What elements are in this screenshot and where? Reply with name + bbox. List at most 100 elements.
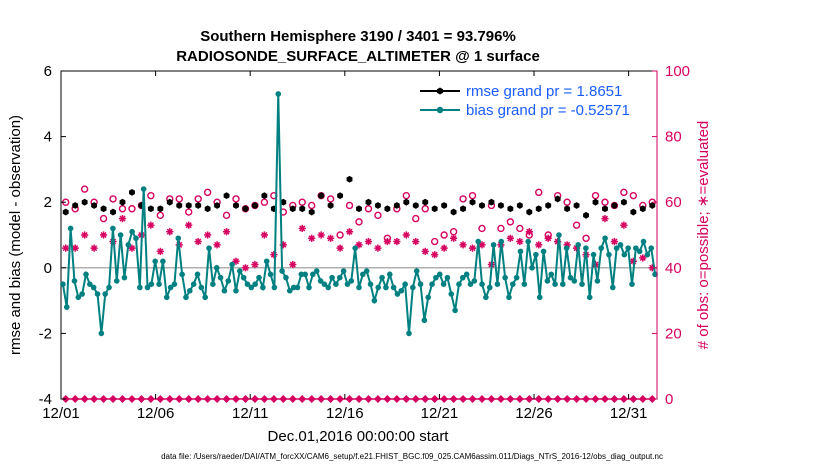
bias-point [171, 281, 178, 288]
asterisk-stroke [545, 235, 552, 242]
rmse-point [403, 198, 410, 206]
x-tick-label: 12/31 [610, 405, 648, 422]
obs-possible-marker [298, 198, 306, 206]
obs-possible-marker [185, 208, 193, 216]
bias-point [548, 271, 555, 278]
rmse-point [630, 208, 637, 216]
obs-evaluated-marker [270, 251, 278, 259]
rmse-point [450, 208, 457, 216]
obs-evaluated-marker [251, 260, 259, 269]
rmse-point [280, 198, 287, 206]
bias-point [152, 258, 159, 265]
bias-point [237, 268, 243, 274]
rmse-point [384, 205, 391, 213]
asterisk-stroke [242, 264, 249, 271]
bias-point [425, 294, 432, 301]
asterisk-stroke [384, 238, 391, 245]
asterisk-stroke [374, 245, 381, 252]
rmse-point [62, 208, 69, 216]
rmse-point [327, 202, 334, 209]
bias-point [290, 284, 297, 291]
obs-evaluated-marker [364, 237, 373, 246]
zero-count-marker [402, 395, 411, 403]
bias-point [563, 245, 570, 251]
bias-point [360, 271, 366, 278]
asterisk-stroke [166, 228, 173, 235]
rmse-point [649, 202, 656, 209]
obs-evaluated-marker [308, 234, 316, 242]
bias-point [609, 284, 616, 291]
rmse-point [100, 205, 107, 213]
bias-point [644, 251, 651, 258]
zero-count-marker [232, 395, 241, 403]
bias-point [256, 274, 262, 281]
asterisk-stroke [611, 238, 618, 245]
bias-point [467, 281, 474, 288]
bias-point [225, 278, 232, 284]
zero-count-marker [146, 395, 155, 403]
obs-evaluated-marker [639, 254, 647, 262]
x-tick-label: 12/06 [137, 405, 175, 422]
bias-point [148, 281, 155, 288]
bias-point [348, 278, 355, 284]
obs-evaluated-marker [204, 231, 212, 239]
obs-possible-marker [535, 188, 543, 197]
obs-evaluated-marker [516, 237, 524, 246]
bias-point [244, 281, 251, 288]
zero-count-marker [440, 395, 449, 403]
bias-point [279, 268, 285, 274]
zero-count-marker [156, 395, 165, 403]
bias-point [436, 271, 443, 278]
bias-point [633, 245, 639, 251]
rmse-point [374, 202, 381, 209]
obs-evaluated-marker [412, 237, 420, 246]
rmse-point [516, 202, 523, 209]
asterisk-stroke [81, 231, 88, 239]
zero-count-marker [515, 395, 524, 403]
zero-count-marker [213, 395, 222, 403]
bias-point [213, 265, 220, 271]
bias-point [444, 274, 451, 281]
bias-point [375, 284, 382, 291]
bias-point [98, 330, 105, 337]
asterisk-stroke [204, 231, 211, 239]
obs-evaluated-marker [383, 237, 391, 246]
bias-point [390, 284, 397, 291]
zero-count-marker [392, 395, 401, 403]
x-tick-label: 12/01 [42, 405, 80, 422]
bias-point [533, 251, 539, 258]
bias-point [113, 278, 120, 284]
chart-title-line1: Southern Hemisphere 3190 / 3401 = 93.796… [200, 28, 516, 45]
bias-point [510, 281, 516, 288]
bias-point [352, 245, 358, 251]
zero-count-marker [298, 395, 307, 403]
obs-possible-marker [307, 201, 316, 210]
asterisk-stroke [469, 245, 476, 252]
asterisk-stroke [441, 245, 448, 252]
asterisk-stroke [318, 231, 325, 239]
bias-point [283, 274, 289, 281]
obs-evaluated-marker [327, 234, 335, 242]
bias-point [194, 271, 201, 278]
zero-count-marker [421, 395, 430, 403]
zero-count-marker [288, 395, 297, 403]
y-tick-label: 6 [44, 63, 52, 80]
rmse-point [308, 208, 315, 216]
bias-point [267, 271, 274, 278]
bias-point [248, 284, 255, 291]
rmse-point [337, 192, 344, 200]
obs-possible-marker [374, 211, 382, 220]
obs-possible-marker [109, 195, 117, 203]
bias-point [356, 284, 362, 291]
bias-point [367, 281, 374, 288]
rmse-point [318, 192, 325, 200]
zero-count-marker [175, 395, 184, 403]
bias-point [506, 294, 512, 301]
asterisk-stroke [185, 222, 192, 229]
obs-evaluated-marker [336, 244, 344, 252]
rmse-point [147, 205, 154, 213]
obs-possible-marker [506, 218, 515, 226]
bias-point [363, 268, 370, 274]
rmse-point [365, 198, 372, 206]
